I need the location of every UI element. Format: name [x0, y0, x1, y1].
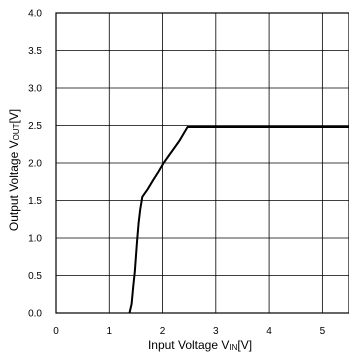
x-tick-label: 1 [106, 326, 112, 337]
grid-lines [55, 12, 349, 314]
x-tick-label: 5 [320, 326, 326, 337]
y-tick-label: 0.0 [28, 309, 42, 320]
y-tick-label: 1.5 [28, 196, 42, 207]
plot-frame [55, 12, 349, 314]
series-line [128, 126, 349, 314]
y-tick-label: 3.5 [28, 46, 42, 57]
y-tick-label: 2.5 [28, 121, 42, 132]
y-tick-label: 3.0 [28, 84, 42, 95]
y-tick-label: 0.5 [28, 271, 42, 282]
series-group [128, 126, 349, 314]
x-tick-label: 2 [160, 326, 166, 337]
y-tick-label: 2.0 [28, 159, 42, 170]
y-axis-label: Output Voltage VOUT[V] [7, 109, 21, 231]
y-tick-label: 1.0 [28, 234, 42, 245]
x-tick-label: 4 [266, 326, 272, 337]
x-axis-label: Input Voltage VIN[V] [148, 338, 252, 352]
y-tick-label: 4.0 [28, 9, 42, 20]
x-tick-labels: 0 1 2 3 4 5 [53, 326, 325, 337]
x-tick-label: 3 [213, 326, 219, 337]
x-tick-label: 0 [53, 326, 59, 337]
y-tick-labels: 0.0 0.5 1.0 1.5 2.0 2.5 3.0 3.5 4.0 [28, 9, 42, 320]
